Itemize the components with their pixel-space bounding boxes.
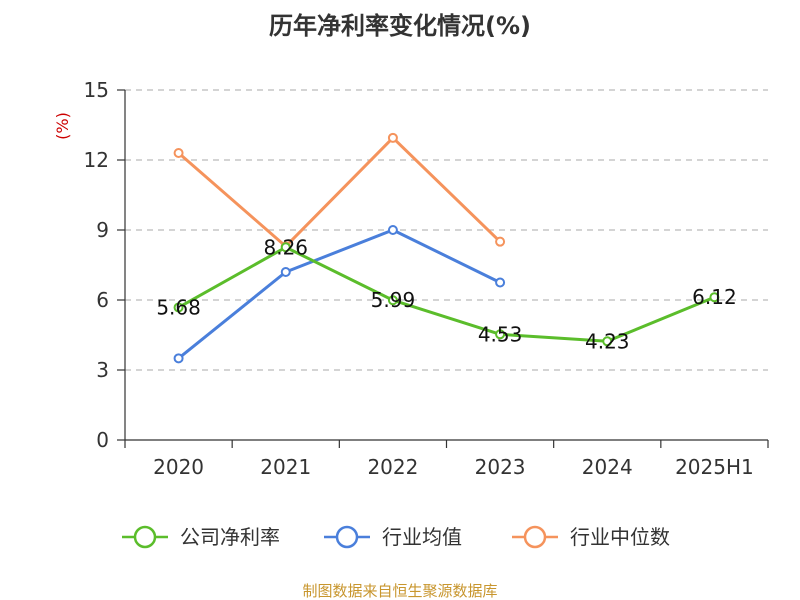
data-label: 8.26: [263, 235, 308, 259]
data-label: 4.53: [478, 322, 523, 346]
series-point-0: [280, 242, 291, 253]
series-point-2: [387, 132, 398, 143]
x-tick-label: 2023: [475, 455, 526, 479]
y-tick-label: 9: [96, 218, 109, 242]
series-point-0: [495, 329, 506, 340]
gridlines: [125, 89, 768, 371]
y-tick-label: 3: [96, 358, 109, 382]
y-axis-unit: (%): [53, 112, 72, 140]
data-labels: 5.68 8.26 5.99 4.53 4.23 6.12: [156, 235, 736, 353]
series-point-1: [280, 267, 291, 277]
series-line-0: [177, 245, 716, 343]
legend-marker: [523, 525, 547, 549]
series: [173, 132, 720, 364]
series-point-0: [602, 336, 613, 347]
legend: 公司净利率 行业均值 行业中位数: [122, 525, 670, 549]
x-tick-label: 2025H1: [675, 455, 754, 479]
source-note: 制图数据来自恒生聚源数据库: [302, 582, 497, 600]
data-label: 5.68: [156, 295, 201, 319]
legend-label: 公司净利率: [180, 525, 280, 549]
y-tick-label: 6: [96, 288, 109, 312]
data-label: 5.99: [371, 288, 416, 312]
series-line-2: [177, 136, 502, 248]
series-point-1: [173, 353, 184, 364]
series-point-0: [387, 295, 398, 306]
y-tick-label: 15: [84, 78, 109, 102]
axes: 0 3 6 9 12 15 2020 2021 2022 2023 2024 2025H1: [84, 78, 769, 479]
data-label: 6.12: [692, 285, 737, 309]
legend-marker: [335, 525, 359, 549]
legend-label: 行业均值: [382, 525, 462, 549]
x-tick-label: 2021: [260, 455, 311, 479]
series-point-2: [495, 236, 506, 247]
series-line-1: [177, 228, 502, 360]
series-point-1: [387, 225, 398, 235]
series-point-1: [495, 277, 506, 288]
y-tick-label: 12: [84, 148, 109, 172]
y-tick-label: 0: [96, 428, 109, 452]
data-label: 4.23: [585, 329, 630, 353]
legend-label: 行业中位数: [570, 525, 670, 549]
chart-title: 历年净利率变化情况(%): [269, 12, 531, 40]
series-point-0: [709, 292, 720, 303]
series-point-0: [173, 302, 184, 313]
series-point-2: [173, 148, 184, 158]
x-tick-label: 2020: [153, 455, 204, 479]
x-tick-label: 2022: [367, 455, 418, 479]
legend-marker: [133, 525, 157, 549]
x-tick-label: 2024: [582, 455, 633, 479]
